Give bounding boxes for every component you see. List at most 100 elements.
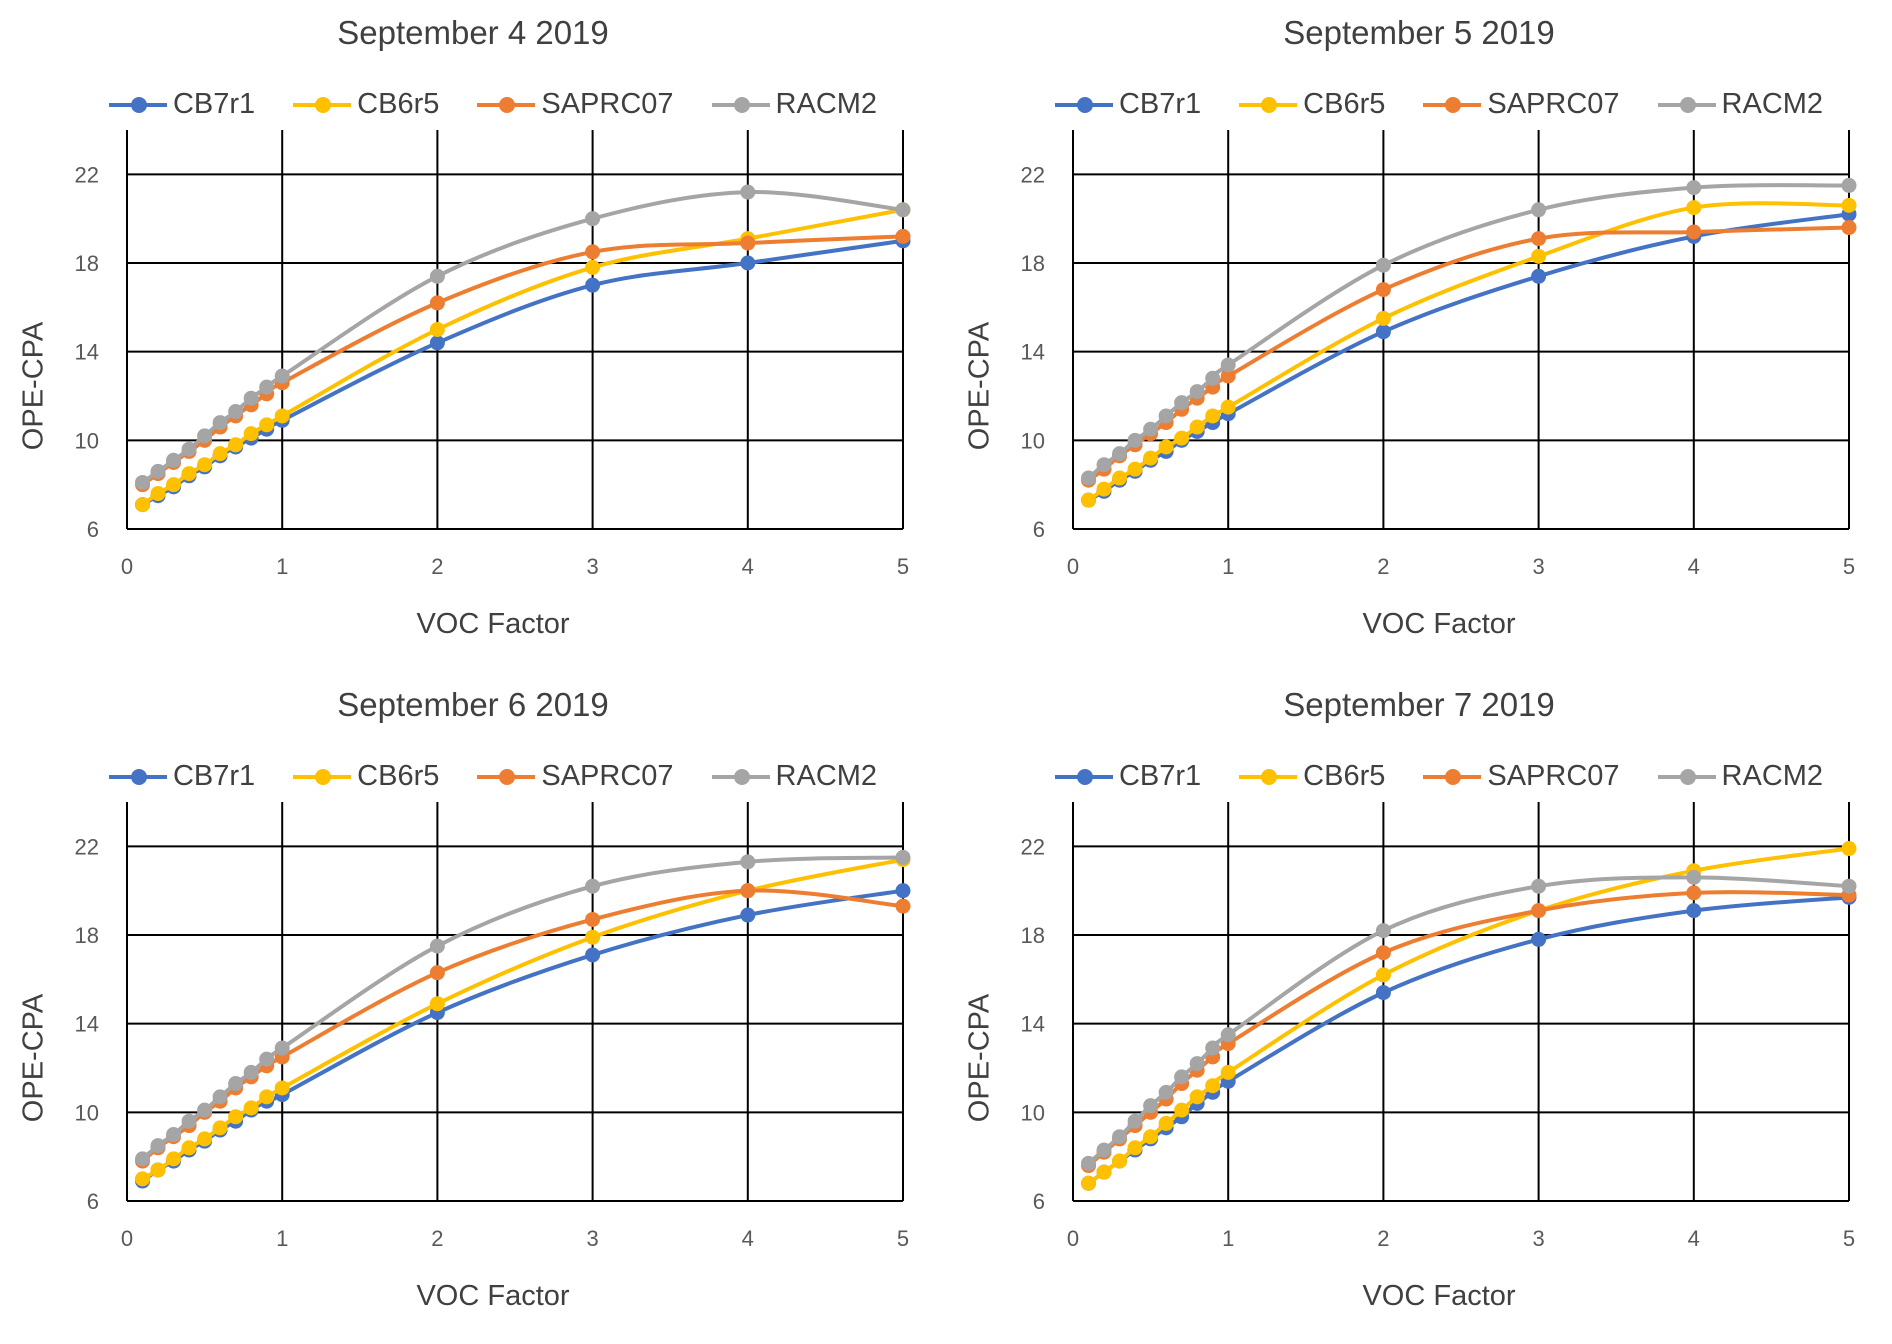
series-line-cb7r1	[1087, 895, 1850, 1185]
legend-entry: CB7r1	[108, 88, 256, 121]
data-point-cb6r5	[1686, 200, 1702, 216]
data-point-racm2	[1686, 869, 1702, 885]
data-point-racm2	[1189, 1056, 1205, 1072]
data-point-racm2	[228, 404, 244, 420]
data-point-cb6r5	[1143, 450, 1159, 466]
data-point-saprc07	[1531, 231, 1547, 247]
data-point-racm2	[1127, 1113, 1143, 1129]
legend-swatch	[1054, 96, 1113, 113]
data-point-saprc07	[1220, 368, 1236, 384]
data-point-cb6r5	[1112, 470, 1128, 486]
data-point-racm2	[429, 938, 445, 954]
y-tick-label: 18	[1021, 923, 1045, 948]
legend-swatch	[1239, 96, 1298, 113]
data-point-cb6r5	[1375, 310, 1391, 326]
data-point-cb6r5	[212, 446, 228, 462]
legend-label: RACM2	[775, 760, 878, 792]
series-line-racm2	[1087, 183, 1850, 480]
x-axis-label: VOC Factor	[1362, 1280, 1516, 1312]
legend-entry: SAPRC07	[1423, 88, 1620, 121]
chart-title: September 6 2019	[337, 686, 609, 723]
data-point-cb6r5	[197, 1131, 213, 1147]
data-point-cb7r1	[1375, 324, 1391, 340]
x-tick-label: 3	[1532, 1226, 1544, 1251]
legend-swatch	[293, 96, 352, 113]
data-point-racm2	[1174, 395, 1190, 411]
data-point-racm2	[274, 368, 290, 384]
legend-entry: RACM2	[1657, 760, 1824, 793]
series-line-cb6r5	[1087, 201, 1850, 502]
data-point-racm2	[1127, 432, 1143, 448]
x-tick-label: 1	[1222, 1226, 1234, 1251]
x-tick-label: 2	[431, 554, 443, 579]
data-point-cb7r1	[1531, 268, 1547, 284]
y-tick-label: 22	[75, 162, 99, 187]
x-tick-label: 2	[431, 1226, 443, 1251]
y-tick-label: 22	[1021, 834, 1045, 859]
legend-entry: SAPRC07	[477, 88, 674, 121]
legend-swatch	[477, 96, 536, 113]
data-point-cb6r5	[1531, 248, 1547, 264]
data-point-cb6r5	[1220, 1064, 1236, 1080]
chart-svg: 6 10 14 18 22 0 1 2 3 4 5	[1021, 130, 1857, 579]
y-tick-label: 10	[1021, 1100, 1045, 1125]
chart-title: September 5 2019	[1283, 14, 1555, 51]
data-point-cb6r5	[1081, 1175, 1097, 1191]
legend-label: CB7r1	[172, 88, 256, 120]
data-point-cb6r5	[1174, 430, 1190, 446]
data-point-racm2	[895, 849, 911, 865]
series-line-cb6r5	[141, 207, 904, 507]
data-point-racm2	[166, 1127, 182, 1142]
y-tick-label: 10	[75, 428, 99, 453]
legend-entry: CB7r1	[1054, 88, 1201, 121]
data-point-cb6r5	[1158, 439, 1174, 455]
data-point-cb6r5	[259, 1089, 275, 1105]
data-point-racm2	[740, 184, 756, 200]
y-tick-label: 18	[1021, 251, 1045, 276]
legend: CB7r1 CB6r5 SAPRC07 RACM2	[0, 88, 946, 121]
data-point-cb6r5	[1375, 967, 1391, 983]
data-point-cb6r5	[1081, 492, 1097, 508]
data-point-racm2	[1205, 370, 1221, 386]
y-tick-label: 10	[75, 1100, 99, 1125]
data-point-saprc07	[429, 965, 445, 981]
y-axis-label: OPE-CPA	[17, 321, 50, 451]
legend-label: RACM2	[1721, 760, 1824, 792]
data-point-racm2	[259, 379, 275, 395]
data-point-racm2	[197, 428, 213, 444]
data-point-cb6r5	[166, 477, 182, 493]
legend-entry: SAPRC07	[1423, 760, 1620, 793]
legend: CB7r1 CB6r5 SAPRC07 RACM2	[946, 88, 1892, 121]
data-point-racm2	[1158, 1084, 1174, 1100]
data-point-saprc07	[585, 244, 601, 260]
data-point-racm2	[1531, 878, 1547, 894]
data-point-saprc07	[1686, 885, 1702, 901]
chart-svg: 6 10 14 18 22 0 1 2 3 4 5	[1021, 802, 1857, 1251]
data-point-racm2	[243, 390, 259, 406]
data-point-racm2	[197, 1102, 213, 1118]
data-point-racm2	[166, 452, 182, 468]
data-point-racm2	[1375, 923, 1391, 939]
legend-label: CB6r5	[357, 88, 440, 120]
y-tick-label: 18	[75, 923, 99, 948]
data-point-racm2	[259, 1051, 275, 1067]
data-point-racm2	[181, 441, 197, 457]
data-point-saprc07	[740, 235, 756, 251]
data-point-cb6r5	[135, 1171, 151, 1187]
chart-panel: 6 10 14 18 22 0 1 2 3 4 5 September 5 2019 CB7r1 CB6r…	[946, 0, 1892, 672]
data-point-cb6r5	[1112, 1153, 1128, 1169]
data-point-cb6r5	[1143, 1129, 1159, 1145]
legend-entry: RACM2	[711, 760, 878, 793]
data-point-racm2	[1158, 408, 1174, 424]
data-point-racm2	[1112, 446, 1128, 462]
legend-label: CB6r5	[1303, 760, 1386, 792]
data-point-cb6r5	[181, 466, 197, 482]
y-tick-label: 22	[1021, 162, 1045, 187]
chart-title: September 7 2019	[1283, 686, 1555, 723]
data-point-cb6r5	[274, 1080, 290, 1096]
data-point-cb6r5	[135, 497, 151, 513]
y-axis-label: OPE-CPA	[963, 993, 996, 1123]
chart-title: September 4 2019	[337, 14, 609, 51]
data-point-cb6r5	[228, 1109, 244, 1125]
y-axis-label: OPE-CPA	[963, 321, 996, 451]
